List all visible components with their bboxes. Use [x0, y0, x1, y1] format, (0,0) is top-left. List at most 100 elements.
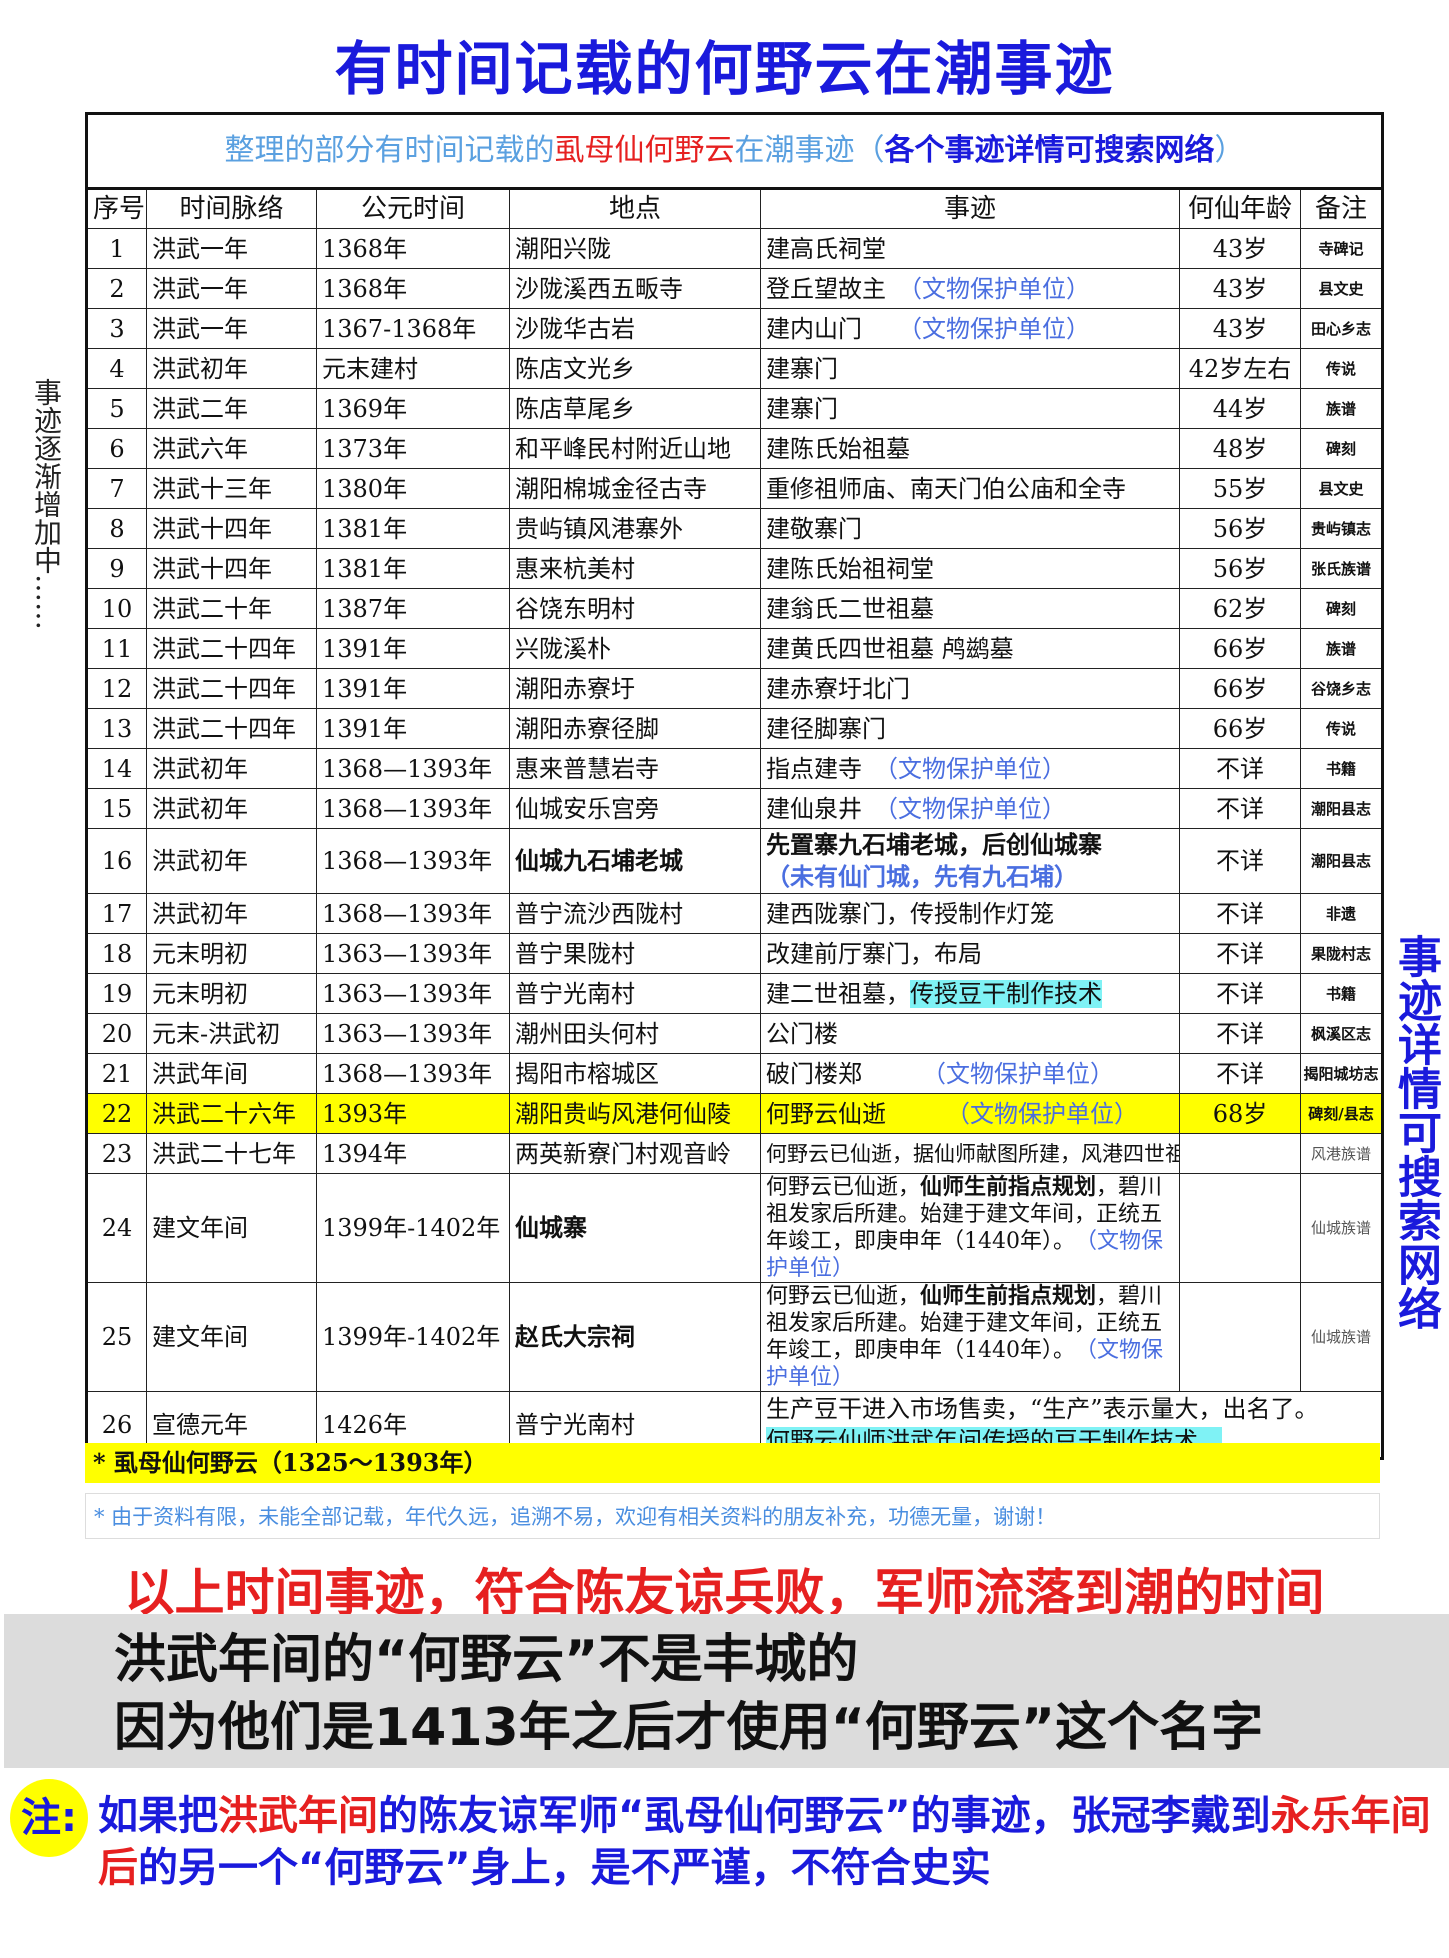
row-age: 48岁	[1179, 428, 1301, 469]
row-number: 6	[86, 428, 147, 469]
row-year: 1368—1393年	[316, 893, 510, 934]
row-source: 族谱	[1299, 628, 1384, 669]
row-source: 非遗	[1299, 893, 1384, 934]
row-place: 惠来杭美村	[509, 548, 761, 589]
row-event: 建陈氏始祖祠堂	[760, 548, 1180, 589]
row-number: 25	[86, 1282, 147, 1392]
note-text: 的另一个“何野云”身上，是不严谨，不符合史实	[138, 1845, 991, 1891]
footnote-lifespan: * 虱母仙何野云（1325～1393年）	[85, 1443, 1380, 1483]
row-age: 不详	[1179, 788, 1301, 829]
row-age: 56岁	[1179, 508, 1301, 549]
row-source: 寺碑记	[1299, 228, 1384, 269]
event-text: 先置寨九石埔老城，后创仙城寨	[766, 830, 1102, 859]
bottom-note: 如果把洪武年间的陈友谅军师“虱母仙何野云”的事迹，张冠李戴到永乐年间后的另一个“…	[98, 1790, 1448, 1894]
row-event: 何野云已仙逝，仙师生前指点规划，碧川祖发家后所建。始建于建文年间，正统五年竣工，…	[760, 1173, 1180, 1283]
row-event: 建敬寨门	[760, 508, 1180, 549]
row-year: 1368—1393年	[316, 748, 510, 789]
table-subtitle: 整理的部分有时间记载的虱母仙何野云在潮事迹（各个事迹详情可搜索网络）	[85, 113, 1384, 190]
row-source: 传说	[1299, 708, 1384, 749]
row-era: 洪武二十四年	[146, 628, 317, 669]
row-year: 1363—1393年	[316, 933, 510, 974]
row-source: 田心乡志	[1299, 308, 1384, 349]
row-age: 不详	[1179, 933, 1301, 974]
row-place: 和平峰民村附近山地	[509, 428, 761, 469]
row-event: 改建前厅寨门，布局	[760, 933, 1180, 974]
row-event: 何野云已仙逝，仙师生前指点规划，碧川祖发家后所建。始建于建文年间，正统五年竣工，…	[760, 1282, 1180, 1392]
row-age: 不详	[1179, 1013, 1301, 1054]
row-era: 洪武十四年	[146, 508, 317, 549]
row-year: 1391年	[316, 708, 510, 749]
row-age: 44岁	[1179, 388, 1301, 429]
table-row: 13 洪武二十四年 1391年 潮阳赤寮径脚 建径脚寨门 66岁 传说	[86, 708, 1384, 749]
row-year: 1399年-1402年	[316, 1282, 510, 1392]
row-age: 55岁	[1179, 468, 1301, 509]
event-text: 改建前厅寨门，布局	[766, 939, 982, 968]
row-place: 仙城寨	[509, 1173, 761, 1283]
table-row: 5 洪武二年 1369年 陈店草尾乡 建寨门 44岁 族谱	[86, 388, 1384, 429]
table-row: 1 洪武一年 1368年 潮阳兴陇 建高氏祠堂 43岁 寺碑记	[86, 228, 1384, 269]
event-text: 仙师生前指点规划	[920, 1283, 1097, 1310]
row-number: 17	[86, 893, 147, 934]
event-text: 仙师生前指点规划	[920, 1174, 1097, 1201]
protected-site-label: （文物保护单位）	[886, 794, 1066, 823]
table-row: 23 洪武二十七年 1394年 两英新寮门村观音岭 何野云已仙逝，据仙师献图所建，风港四…	[86, 1133, 1384, 1174]
table-row: 21 洪武年间 1368—1393年 揭阳市榕城区 破门楼郑 （文物保护单位） 不详 揭阳城…	[86, 1053, 1384, 1094]
row-number: 24	[86, 1173, 147, 1283]
row-year: 1399年-1402年	[316, 1173, 510, 1283]
row-event: 建赤寮圩北门	[760, 668, 1180, 709]
row-place: 谷饶东明村	[509, 588, 761, 629]
row-place: 普宁光南村	[509, 973, 761, 1014]
row-era: 洪武年间	[146, 1053, 317, 1094]
row-number: 15	[86, 788, 147, 829]
row-year: 1394年	[316, 1133, 510, 1174]
row-place: 陈店文光乡	[509, 348, 761, 389]
row-era: 洪武六年	[146, 428, 317, 469]
header-note: 备注	[1299, 188, 1384, 229]
row-place: 潮阳赤寮圩	[509, 668, 761, 709]
header-no: 序号	[86, 188, 147, 229]
table-row: 14 洪武初年 1368—1393年 惠来普慧岩寺 指点建寺 （文物保护单位） 不详 书籍	[86, 748, 1384, 789]
row-age: 不详	[1179, 893, 1301, 934]
row-era: 洪武二十四年	[146, 708, 317, 749]
row-place: 潮阳贵屿风港何仙陵	[509, 1093, 761, 1134]
side-note-left: 事迹逐渐增加中……	[30, 378, 63, 630]
table-row: 15 洪武初年 1368—1393年 仙城安乐宫旁 建仙泉井 （文物保护单位） 不详 潮阳县…	[86, 788, 1384, 829]
row-era: 洪武二十年	[146, 588, 317, 629]
row-year: 1391年	[316, 628, 510, 669]
statement-line: 因为他们是1413年之后才使用“何野云”这个名字	[114, 1698, 1264, 1758]
table-row: 2 洪武一年 1368年 沙陇溪西五畈寺 登丘望故主 （文物保护单位） 43岁 县文史	[86, 268, 1384, 309]
row-place: 普宁果陇村	[509, 933, 761, 974]
row-source: 贵屿镇志	[1299, 508, 1384, 549]
row-year: 1369年	[316, 388, 510, 429]
table-header-row: 序号 时间脉络 公元时间 地点 事迹 何仙年龄 备注	[86, 188, 1384, 229]
row-source: 仙城族谱	[1299, 1282, 1384, 1392]
protected-site-label: （未有仙门城，先有九石埔）	[766, 862, 1078, 891]
protected-site-label: （文物保护单位）	[958, 1099, 1138, 1128]
row-place: 赵氏大宗祠	[509, 1282, 761, 1392]
row-era: 洪武初年	[146, 828, 317, 894]
row-place: 贵屿镇风港寨外	[509, 508, 761, 549]
header-year: 公元时间	[316, 188, 510, 229]
row-number: 23	[86, 1133, 147, 1174]
row-year: 1380年	[316, 468, 510, 509]
row-era: 洪武二年	[146, 388, 317, 429]
row-number: 21	[86, 1053, 147, 1094]
row-age: 66岁	[1179, 628, 1301, 669]
note-label: 注:	[10, 1779, 88, 1857]
row-place: 沙陇华古岩	[509, 308, 761, 349]
row-event: 建翁氏二世祖墓	[760, 588, 1180, 629]
row-place: 潮阳兴陇	[509, 228, 761, 269]
row-place: 潮州田头何村	[509, 1013, 761, 1054]
row-event: 建西陇寨门，传授制作灯笼	[760, 893, 1180, 934]
row-age: 66岁	[1179, 668, 1301, 709]
row-source: 碑刻/县志	[1299, 1093, 1384, 1134]
event-text: 建赤寮圩北门	[766, 674, 910, 703]
header-place: 地点	[509, 188, 761, 229]
table-row: 11 洪武二十四年 1391年 兴陇溪朴 建黄氏四世祖墓 鸬鹚墓 66岁 族谱	[86, 628, 1384, 669]
row-event: 建高氏祠堂	[760, 228, 1180, 269]
row-source: 县文史	[1299, 468, 1384, 509]
row-number: 5	[86, 388, 147, 429]
gray-statement: 洪武年间的“何野云”不是丰城的 因为他们是1413年之后才使用“何野云”这个名字	[4, 1614, 1449, 1768]
note-highlight: 洪武年间	[218, 1793, 378, 1839]
note-highlight: 永乐年间后	[98, 1793, 1431, 1891]
